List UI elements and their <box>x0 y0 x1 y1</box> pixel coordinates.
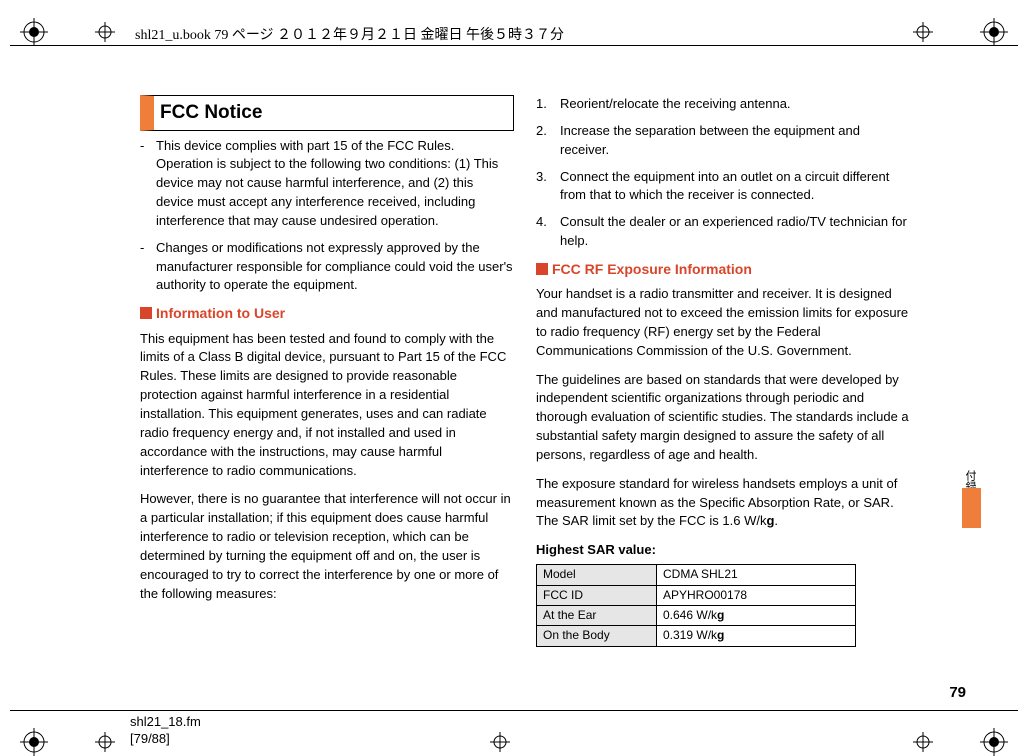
info-to-user-title: Information to User <box>156 303 285 323</box>
column-left: FCC Notice - This device complies with p… <box>140 95 514 647</box>
bullet-item: - Changes or modifications not expressly… <box>140 239 514 296</box>
numbered-item: 2. Increase the separation between the e… <box>536 122 910 160</box>
bullet-item: - This device complies with part 15 of t… <box>140 137 514 231</box>
bullet-text: This device complies with part 15 of the… <box>156 137 514 231</box>
numbered-item: 3. Connect the equipment into an outlet … <box>536 168 910 206</box>
table-cell-key: On the Body <box>537 626 657 646</box>
table-row: At the Ear 0.646 W/kg <box>537 605 856 625</box>
list-text: Increase the separation between the equi… <box>560 122 910 160</box>
reg-mark-br <box>980 728 1008 756</box>
table-cell-key: Model <box>537 565 657 585</box>
footer-pagecount: [79/88] <box>130 731 201 748</box>
list-number: 2. <box>536 122 560 160</box>
list-text: Consult the dealer or an experienced rad… <box>560 213 910 251</box>
list-text: Reorient/relocate the receiving antenna. <box>560 95 910 114</box>
bullet-text: Changes or modifications not expressly a… <box>156 239 514 296</box>
reg-mark-tl <box>20 18 48 46</box>
column-right: 1. Reorient/relocate the receiving anten… <box>536 95 910 647</box>
table-row: Model CDMA SHL21 <box>537 565 856 585</box>
numbered-item: 1. Reorient/relocate the receiving anten… <box>536 95 910 114</box>
header-meta-text: shl21_u.book 79 ページ ２０１２年９月２１日 金曜日 午後５時３… <box>135 24 564 44</box>
paragraph: The guidelines are based on standards th… <box>536 371 910 465</box>
footer-filename: shl21_18.fm <box>130 714 201 731</box>
square-icon <box>536 263 548 275</box>
fcc-notice-title: FCC Notice <box>160 102 262 123</box>
rf-exposure-heading: FCC RF Exposure Information <box>536 259 910 279</box>
crop-mark-tr2 <box>913 22 933 42</box>
rf-exposure-title: FCC RF Exposure Information <box>552 259 752 279</box>
crop-mark-bc <box>490 732 510 752</box>
footer-meta: shl21_18.fm [79/88] <box>130 714 201 748</box>
square-icon <box>140 307 152 319</box>
table-cell-val: CDMA SHL21 <box>657 565 856 585</box>
list-number: 1. <box>536 95 560 114</box>
page-body: FCC Notice - This device complies with p… <box>140 95 910 647</box>
list-text: Connect the equipment into an outlet on … <box>560 168 910 206</box>
crop-mark-bl2 <box>95 732 115 752</box>
table-cell-val: 0.646 W/kg <box>657 605 856 625</box>
paragraph: However, there is no guarantee that inte… <box>140 490 514 603</box>
sar-limit-text-b: . <box>774 513 778 528</box>
sar-table: Model CDMA SHL21 FCC ID APYHRO00178 At t… <box>536 564 856 647</box>
table-cell-key: At the Ear <box>537 605 657 625</box>
reg-mark-tr <box>980 18 1008 46</box>
paragraph: The exposure standard for wireless hands… <box>536 475 910 532</box>
crop-mark-tl2 <box>95 22 115 42</box>
table-row: FCC ID APYHRO00178 <box>537 585 856 605</box>
table-row: On the Body 0.319 W/kg <box>537 626 856 646</box>
info-to-user-heading: Information to User <box>140 303 514 323</box>
table-cell-val: 0.319 W/kg <box>657 626 856 646</box>
numbered-item: 4. Consult the dealer or an experienced … <box>536 213 910 251</box>
dash-icon: - <box>140 239 156 296</box>
dash-icon: - <box>140 137 156 231</box>
table-cell-key: FCC ID <box>537 585 657 605</box>
top-rule <box>10 45 1018 46</box>
crop-mark-br2 <box>913 732 933 752</box>
list-number: 4. <box>536 213 560 251</box>
bottom-rule <box>10 710 1018 711</box>
paragraph: This equipment has been tested and found… <box>140 330 514 481</box>
table-cell-val: APYHRO00178 <box>657 585 856 605</box>
fcc-notice-heading: FCC Notice <box>140 95 514 131</box>
sar-table-title: Highest SAR value: <box>536 541 910 560</box>
list-number: 3. <box>536 168 560 206</box>
side-tab <box>962 488 981 528</box>
reg-mark-bl <box>20 728 48 756</box>
paragraph: Your handset is a radio transmitter and … <box>536 285 910 360</box>
page-number: 79 <box>949 684 966 701</box>
sar-limit-text-a: The exposure standard for wireless hands… <box>536 476 897 529</box>
